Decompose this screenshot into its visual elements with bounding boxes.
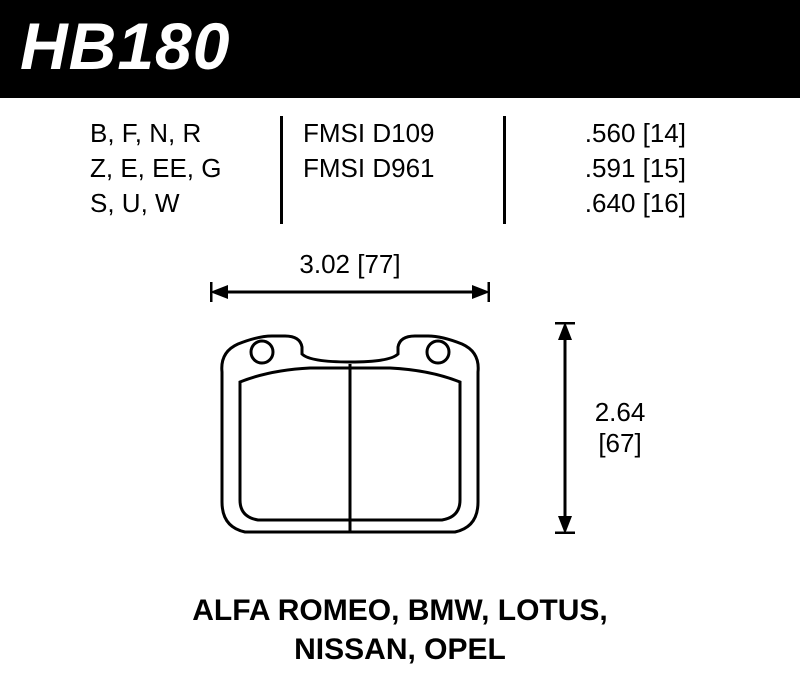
column-divider xyxy=(503,116,506,224)
spec-row: .560 [14] xyxy=(526,116,686,151)
height-dimension: 2.64 [67] xyxy=(555,322,695,534)
spec-row: .591 [15] xyxy=(526,151,686,186)
spec-row: .640 [16] xyxy=(526,186,686,221)
height-value: 2.64 xyxy=(585,397,655,428)
makes-line-2: NISSAN, OPEL xyxy=(0,630,800,669)
vehicle-makes: ALFA ROMEO, BMW, LOTUS, NISSAN, OPEL xyxy=(0,591,800,669)
spec-row: FMSI D961 xyxy=(303,151,483,186)
column-divider xyxy=(280,116,283,224)
spec-col-fmsi: FMSI D109 FMSI D961 xyxy=(303,116,483,224)
spec-col-thickness: .560 [14] .591 [15] .640 [16] xyxy=(526,116,696,224)
makes-line-1: ALFA ROMEO, BMW, LOTUS, xyxy=(0,591,800,630)
height-metric: [67] xyxy=(585,428,655,459)
width-arrow-icon xyxy=(210,282,490,302)
width-dimension: 3.02 [77] xyxy=(210,249,490,307)
height-arrow-icon xyxy=(555,322,575,534)
width-label: 3.02 [77] xyxy=(210,249,490,280)
diagram-area: 3.02 [77] 2. xyxy=(0,244,800,594)
spec-row: FMSI D109 xyxy=(303,116,483,151)
height-label: 2.64 [67] xyxy=(585,397,655,459)
part-number: HB180 xyxy=(20,9,230,83)
specs-table: B, F, N, R Z, E, EE, G S, U, W FMSI D109… xyxy=(0,98,800,224)
header-bar: HB180 xyxy=(0,0,800,98)
spec-col-compounds: B, F, N, R Z, E, EE, G S, U, W xyxy=(90,116,260,224)
brake-pad-icon xyxy=(210,322,490,542)
spec-row: S, U, W xyxy=(90,186,260,221)
spec-row: Z, E, EE, G xyxy=(90,151,260,186)
spec-row: B, F, N, R xyxy=(90,116,260,151)
